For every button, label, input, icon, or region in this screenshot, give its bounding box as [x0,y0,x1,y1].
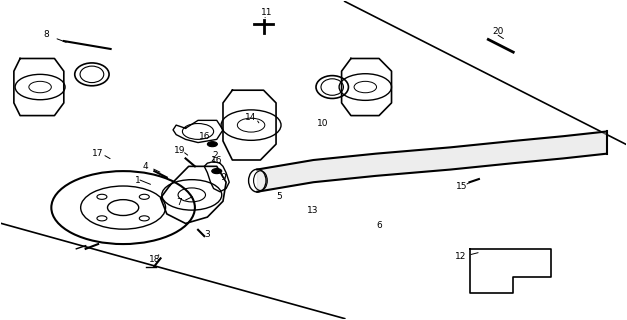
Text: 16: 16 [211,156,223,164]
Text: 9: 9 [221,173,226,182]
Text: 19: 19 [174,146,185,155]
Polygon shape [257,132,607,192]
Text: 5: 5 [277,192,282,201]
Text: 12: 12 [455,252,466,261]
Polygon shape [14,59,64,116]
Text: 14: 14 [245,113,257,122]
Text: 10: 10 [317,119,329,128]
Text: 6: 6 [376,220,382,229]
Text: 11: 11 [261,8,273,17]
Text: 18: 18 [149,255,160,264]
Text: 2: 2 [213,151,218,160]
Text: 7: 7 [176,198,182,207]
Text: 3: 3 [204,230,210,239]
Text: 4: 4 [142,162,148,171]
Text: 16: 16 [199,132,210,141]
Text: 15: 15 [456,182,468,191]
Text: 8: 8 [43,30,49,39]
Circle shape [212,169,222,174]
Polygon shape [470,249,551,293]
Polygon shape [223,90,276,160]
Text: 13: 13 [307,206,318,215]
Polygon shape [161,166,226,223]
Text: 20: 20 [492,27,503,36]
Polygon shape [342,59,391,116]
Polygon shape [173,120,223,142]
Circle shape [208,142,218,147]
Text: 1: 1 [135,176,140,185]
Text: 17: 17 [92,149,104,158]
